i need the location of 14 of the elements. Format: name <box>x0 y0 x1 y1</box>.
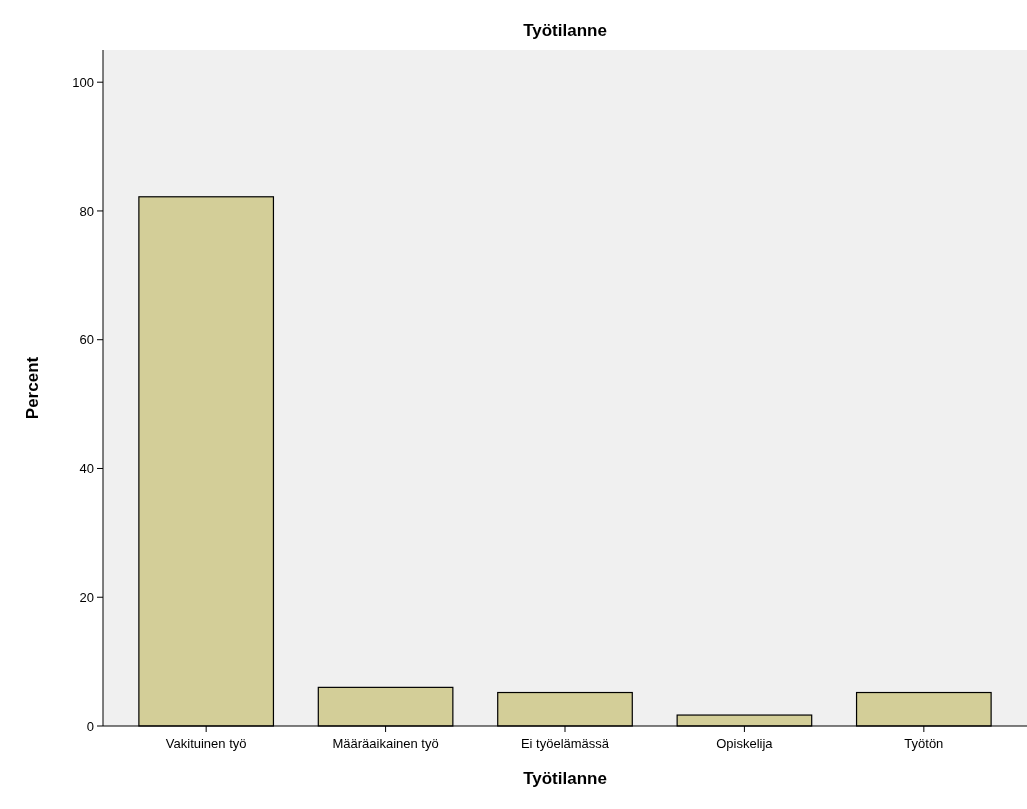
y-tick-label: 20 <box>79 589 94 605</box>
y-tick-label: 100 <box>72 74 94 90</box>
x-tick-label: Työtön <box>904 736 944 751</box>
y-tick-label: 80 <box>79 203 94 219</box>
y-tick-label: 60 <box>79 332 94 348</box>
chart-title: Työtilanne <box>523 21 607 40</box>
x-tick-label: Vakituinen työ <box>165 736 247 751</box>
x-tick-label: Opiskelija <box>716 736 774 751</box>
x-axis-title: Työtilanne <box>523 769 607 788</box>
x-tick-label: Määräaikainen työ <box>332 736 439 751</box>
y-tick-label: 0 <box>86 718 94 734</box>
x-tick-label: Ei työelämässä <box>520 736 610 751</box>
y-tick-label: 40 <box>79 461 94 477</box>
y-axis-title: Percent <box>23 356 42 420</box>
